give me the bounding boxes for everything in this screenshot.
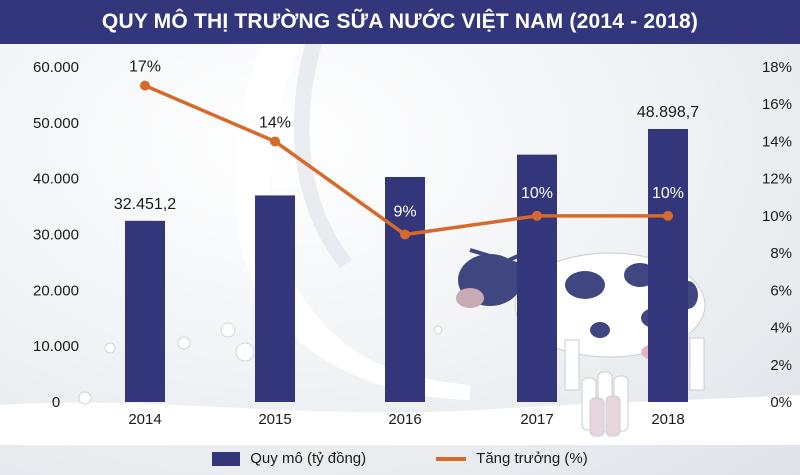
legend-swatch-line [436, 456, 467, 461]
growth-data-label: 10% [652, 185, 684, 202]
growth-data-label: 10% [521, 185, 553, 202]
milk-bottles-decoration [581, 371, 629, 437]
legend-item-bar: Quy mô (tỷ đồng) [212, 450, 366, 467]
left-tick-label: 60.000 [33, 59, 79, 76]
growth-point-2016 [400, 229, 410, 240]
line-series: 17% 14% 9% 10% 10% [129, 59, 684, 240]
right-tick-label: 8% [770, 245, 792, 262]
left-axis-ticks: 0 10.000 20.000 30.000 40.000 50.000 60.000 [33, 59, 79, 411]
category-label: 2017 [520, 411, 553, 428]
left-tick-label: 50.000 [33, 115, 79, 132]
right-tick-label: 14% [762, 133, 792, 150]
right-axis-ticks: 0% 2% 4% 6% 8% 10% 12% 14% 16% 18% [762, 59, 792, 411]
bar-2017 [517, 154, 557, 402]
left-tick-label: 40.000 [33, 171, 79, 188]
growth-point-2018 [663, 210, 673, 221]
bar-2015 [255, 195, 295, 402]
legend-label-bar: Quy mô (tỷ đồng) [250, 450, 367, 467]
bar-data-label: 32.451,2 [114, 196, 176, 213]
right-tick-label: 2% [770, 357, 792, 374]
chart-title: QUY MÔ THỊ TRƯỜNG SỮA NƯỚC VIỆT NAM (201… [101, 10, 699, 33]
growth-point-2015 [270, 136, 280, 147]
bar-2016 [385, 176, 425, 402]
category-label: 2018 [651, 411, 684, 428]
right-tick-label: 4% [770, 320, 792, 337]
growth-data-label: 9% [393, 204, 416, 221]
category-label: 2015 [258, 411, 291, 428]
category-label: 2016 [388, 411, 421, 428]
right-tick-label: 12% [762, 171, 792, 188]
right-tick-label: 0% [770, 394, 792, 411]
bar-data-label: 48.898,7 [637, 104, 699, 121]
left-tick-label: 0 [52, 394, 60, 411]
right-tick-label: 16% [762, 96, 792, 113]
growth-data-label: 14% [259, 114, 291, 131]
bar-series: 32.451,2 48.898,7 [114, 104, 699, 403]
legend-swatch-bar [212, 451, 241, 466]
growth-data-label: 17% [129, 59, 161, 76]
bar-2014 [125, 220, 165, 402]
right-tick-label: 10% [762, 208, 792, 225]
growth-point-2017 [532, 210, 542, 221]
right-tick-label: 18% [762, 59, 792, 76]
bar-2018 [648, 128, 688, 403]
category-labels: 2014 2015 2016 2017 2018 [128, 411, 684, 428]
legend-item-line: Tăng trưởng (%) [436, 450, 588, 467]
right-tick-label: 6% [770, 282, 792, 299]
left-tick-label: 20.000 [33, 282, 79, 299]
growth-point-2014 [140, 80, 150, 91]
left-tick-label: 30.000 [33, 227, 79, 244]
category-label: 2014 [128, 411, 161, 428]
left-tick-label: 10.000 [33, 338, 79, 355]
legend: Quy mô (tỷ đồng) Tăng trưởng (%) [0, 442, 800, 475]
title-bar: QUY MÔ THỊ TRƯỜNG SỮA NƯỚC VIỆT NAM (201… [0, 0, 800, 44]
legend-label-line: Tăng trưởng (%) [476, 450, 588, 467]
